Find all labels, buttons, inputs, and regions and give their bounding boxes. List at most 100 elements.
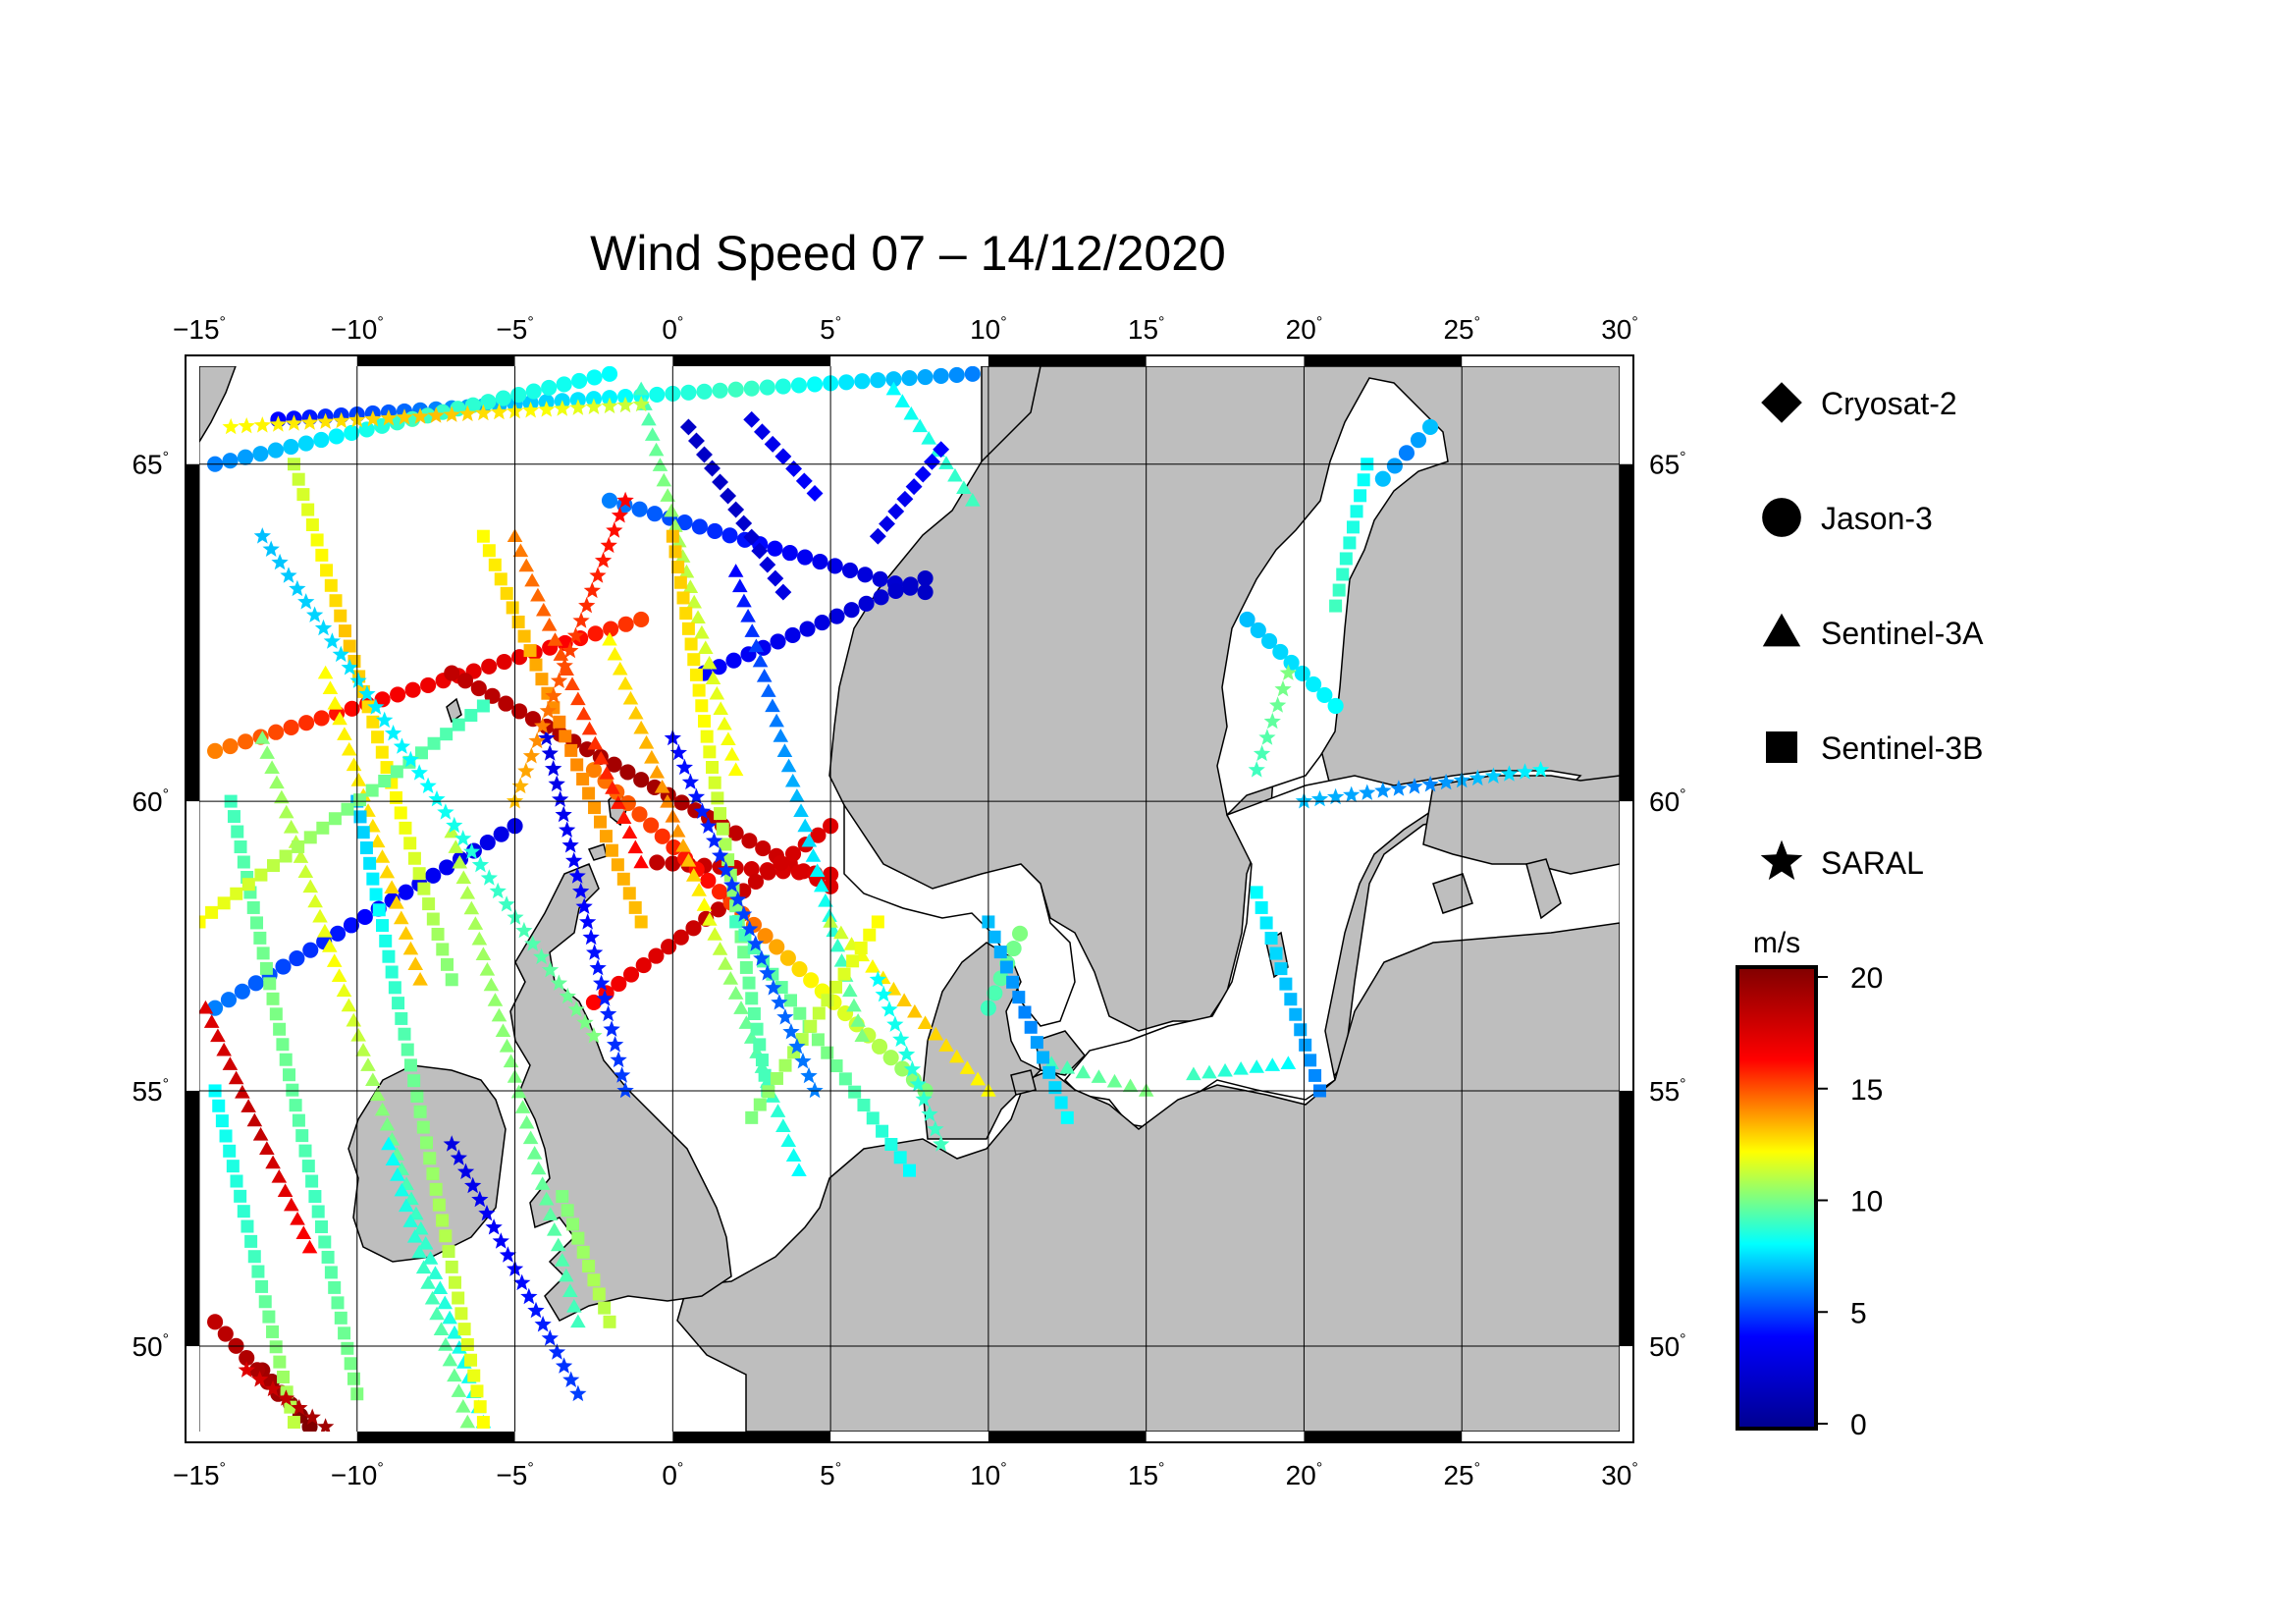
- data-point: [697, 640, 714, 654]
- data-point: [743, 410, 761, 428]
- data-point: [251, 1371, 269, 1387]
- data-point: [284, 1400, 297, 1414]
- data-point: [702, 912, 718, 926]
- data-point: [217, 896, 231, 910]
- data-point: [237, 855, 250, 869]
- data-point: [712, 942, 728, 955]
- data-point: [422, 897, 436, 911]
- data-point: [621, 825, 638, 839]
- data-point: [274, 789, 290, 804]
- lat-tick-label-right: 50°: [1649, 1331, 1686, 1362]
- data-point: [566, 1298, 582, 1313]
- frame-bar-left: [186, 1090, 199, 1347]
- data-point: [679, 418, 697, 436]
- data-point: [1217, 1062, 1233, 1077]
- colorbar-unit: m/s: [1753, 927, 1800, 959]
- data-point: [638, 734, 655, 749]
- data-point: [850, 1013, 866, 1027]
- wind-speed-points: [199, 366, 1550, 1432]
- data-point: [579, 913, 597, 930]
- data-point: [459, 1414, 476, 1429]
- data-point: [286, 1083, 299, 1097]
- data-point: [875, 985, 892, 1002]
- data-point: [704, 460, 721, 477]
- data-point: [369, 888, 383, 901]
- data-point: [727, 762, 744, 777]
- data-point: [921, 1105, 938, 1122]
- data-point: [293, 849, 309, 863]
- data-point: [395, 1011, 408, 1025]
- data-point: [511, 703, 528, 720]
- data-point: [541, 618, 558, 631]
- data-point: [493, 826, 509, 842]
- finland-south: [1422, 775, 1620, 875]
- data-point: [1248, 761, 1265, 778]
- data-point: [301, 1160, 315, 1173]
- data-point: [366, 715, 380, 729]
- data-point: [230, 887, 243, 900]
- data-point: [762, 1085, 775, 1099]
- data-point: [814, 615, 830, 631]
- data-point: [735, 905, 753, 922]
- data-point: [423, 1152, 437, 1165]
- data-point: [347, 1372, 360, 1385]
- data-point: [470, 1384, 484, 1398]
- data-point: [838, 374, 855, 391]
- data-point: [310, 533, 324, 547]
- data-point: [227, 810, 240, 824]
- data-point: [566, 626, 585, 643]
- data-point: [603, 1020, 620, 1037]
- data-point: [538, 729, 556, 746]
- data-point: [1054, 1096, 1068, 1109]
- data-point: [699, 817, 718, 834]
- data-point: [452, 718, 465, 731]
- data-point: [607, 646, 623, 661]
- data-point: [399, 821, 412, 835]
- data-point: [723, 746, 740, 761]
- data-point: [1239, 611, 1255, 628]
- data-point: [614, 1066, 631, 1083]
- data-point: [496, 653, 512, 671]
- data-point: [735, 514, 753, 532]
- data-point: [1332, 583, 1346, 597]
- data-point: [780, 1133, 797, 1147]
- data-point: [525, 383, 542, 400]
- data-point: [358, 421, 375, 438]
- data-point: [511, 615, 525, 628]
- data-point: [394, 1182, 410, 1197]
- data-point: [385, 965, 399, 979]
- data-point: [511, 649, 528, 666]
- data-point: [292, 1113, 305, 1127]
- data-point: [565, 851, 583, 869]
- data-point: [727, 564, 744, 577]
- data-point: [522, 402, 540, 418]
- data-point: [884, 1137, 898, 1151]
- data-point: [687, 787, 706, 805]
- data-point: [1030, 1036, 1043, 1050]
- data-point: [529, 658, 543, 672]
- data-point: [587, 1273, 601, 1287]
- data-point: [534, 1316, 552, 1332]
- lon-tick-label-bottom: −15°: [173, 1460, 226, 1490]
- data-point: [857, 567, 874, 583]
- data-point: [784, 773, 801, 787]
- data-point: [318, 1235, 332, 1249]
- data-point: [585, 1027, 603, 1044]
- data-point: [238, 733, 254, 750]
- data-point: [366, 872, 380, 886]
- data-point: [649, 764, 666, 779]
- data-point: [863, 928, 877, 942]
- data-point: [879, 515, 895, 533]
- data-point: [317, 923, 333, 938]
- data-point: [550, 974, 568, 991]
- data-point: [271, 553, 289, 570]
- data-point: [592, 1287, 606, 1301]
- data-point: [810, 827, 827, 843]
- data-point: [727, 825, 744, 841]
- lon-tick-label-bottom: −5°: [496, 1460, 533, 1490]
- data-point: [690, 610, 706, 623]
- data-point: [1037, 1051, 1050, 1064]
- data-point: [415, 1260, 432, 1274]
- data-point: [341, 741, 357, 756]
- data-point: [350, 773, 367, 786]
